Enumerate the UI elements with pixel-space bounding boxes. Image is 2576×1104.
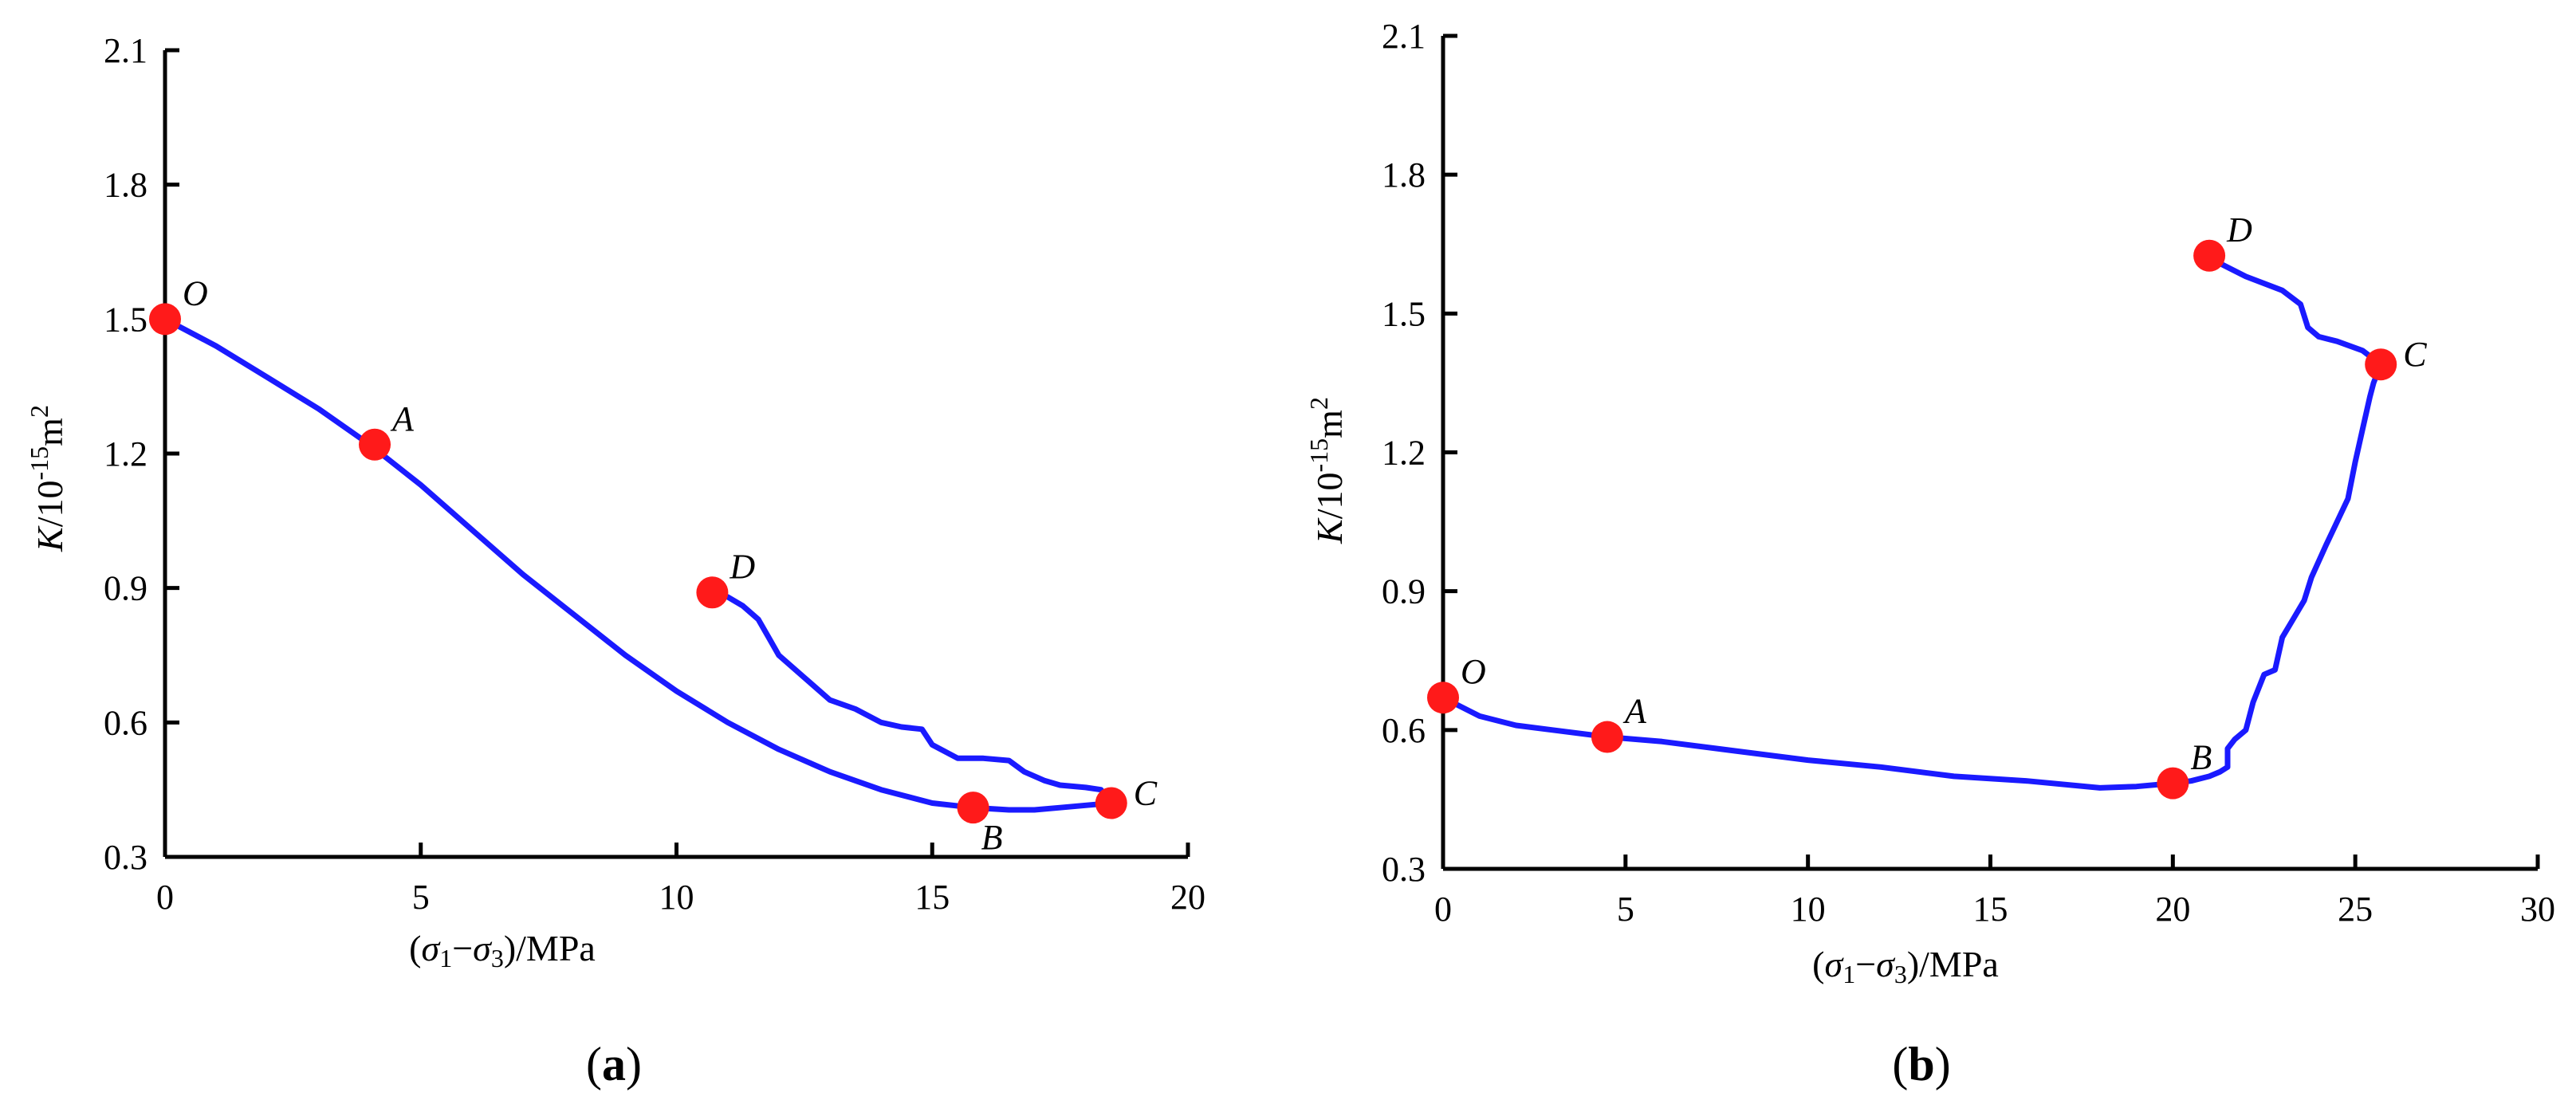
x-axis-title: (σ1−σ3)/MPa bbox=[1812, 944, 1999, 988]
x-tick-label: 20 bbox=[2155, 890, 2190, 929]
point-d-marker bbox=[696, 576, 729, 609]
point-a-label: A bbox=[1622, 692, 1647, 731]
point-o-marker bbox=[149, 303, 181, 336]
x-tick-labels: 0 5 10 15 20 25 30 bbox=[1434, 890, 2555, 929]
y-tick-labels: 0.3 0.6 0.9 1.2 1.5 1.8 2.1 bbox=[1382, 17, 1426, 889]
y-tick-label: 0.3 bbox=[1382, 850, 1426, 889]
y-tick-label: 0.9 bbox=[104, 569, 147, 608]
y-tick-label: 2.1 bbox=[1382, 17, 1426, 56]
y-tick-label: 1.5 bbox=[1382, 294, 1426, 333]
data-points: O A B C D bbox=[1427, 210, 2427, 800]
data-points: O A B C D bbox=[149, 273, 1158, 857]
x-tick-label: 0 bbox=[156, 878, 174, 917]
x-tick-label: 30 bbox=[2520, 890, 2555, 929]
y-tick-label: 0.6 bbox=[104, 703, 147, 742]
point-c-marker bbox=[2365, 348, 2397, 381]
x-tick-label: 5 bbox=[412, 878, 430, 917]
point-b-label: B bbox=[2190, 738, 2212, 777]
y-tick-label: 2.1 bbox=[104, 31, 147, 70]
series-line bbox=[1440, 255, 2384, 791]
point-c-label: C bbox=[2403, 335, 2427, 374]
chart-panel-b: 0.3 0.6 0.9 1.2 1.5 1.8 2.1 0 5 10 15 20 25 30 O A B C D… bbox=[1304, 17, 2555, 1090]
y-tick-label: 1.2 bbox=[1382, 434, 1426, 473]
point-c-marker bbox=[1095, 787, 1127, 819]
panel-caption-b: (b) bbox=[1892, 1038, 1950, 1090]
chart-panel-a: 0.3 0.6 0.9 1.2 1.5 1.8 2.1 0 5 10 15 20 O A B C D (σ1… bbox=[25, 31, 1205, 1090]
y-tick-label: 0.3 bbox=[104, 838, 147, 877]
point-d-marker bbox=[2193, 239, 2226, 272]
point-d-label: D bbox=[729, 547, 755, 586]
x-tick-label: 15 bbox=[914, 878, 950, 917]
point-a-marker bbox=[359, 428, 391, 461]
y-tick-label: 0.9 bbox=[1382, 572, 1426, 611]
x-tick-label: 15 bbox=[1973, 890, 2008, 929]
x-tick-label: 5 bbox=[1617, 890, 1634, 929]
point-d-label: D bbox=[2226, 210, 2252, 249]
x-tick-label: 0 bbox=[1434, 890, 1452, 929]
point-c-label: C bbox=[1134, 774, 1158, 813]
x-tick-labels: 0 5 10 15 20 bbox=[156, 878, 1205, 917]
y-tick-label: 0.6 bbox=[1382, 711, 1426, 750]
y-tick-label: 1.8 bbox=[104, 166, 147, 205]
panel-caption-a: (a) bbox=[586, 1038, 642, 1090]
x-tick-label: 10 bbox=[1791, 890, 1826, 929]
x-tick-label: 25 bbox=[2338, 890, 2373, 929]
y-tick-label: 1.2 bbox=[104, 434, 147, 473]
tick-marks bbox=[163, 48, 1190, 859]
point-b-marker bbox=[957, 792, 989, 824]
point-a-label: A bbox=[390, 399, 415, 438]
y-tick-label: 1.8 bbox=[1382, 155, 1426, 194]
y-tick-label: 1.5 bbox=[104, 300, 147, 339]
x-tick-label: 10 bbox=[659, 878, 694, 917]
series-line bbox=[162, 316, 1115, 813]
y-tick-labels: 0.3 0.6 0.9 1.2 1.5 1.8 2.1 bbox=[104, 31, 147, 877]
point-b-marker bbox=[2157, 767, 2189, 800]
point-o-label: O bbox=[1461, 652, 1486, 691]
point-o-marker bbox=[1427, 682, 1459, 714]
x-axis-title: (σ1−σ3)/MPa bbox=[409, 928, 596, 972]
point-b-label: B bbox=[981, 818, 1003, 857]
y-axis-title: K/10-15m2 bbox=[1304, 397, 1350, 544]
y-axis-title: K/10-15m2 bbox=[25, 405, 70, 552]
x-tick-label: 20 bbox=[1170, 878, 1205, 917]
point-o-label: O bbox=[183, 273, 208, 312]
point-a-marker bbox=[1591, 721, 1623, 753]
